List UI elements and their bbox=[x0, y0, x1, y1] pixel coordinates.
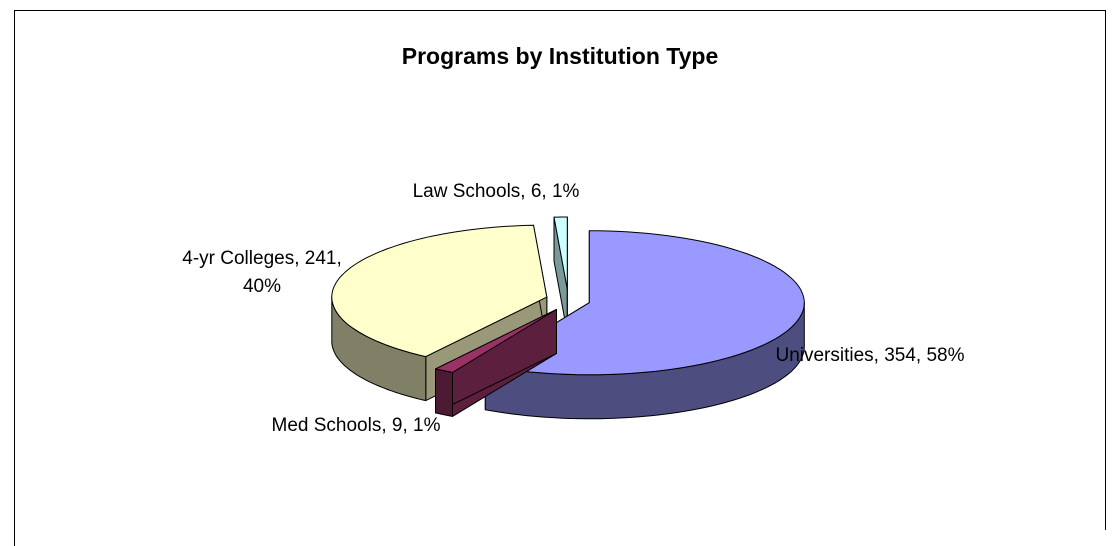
slice bbox=[484, 230, 805, 376]
data-label: 4-yr Colleges, 241, 40% bbox=[182, 248, 342, 297]
slice bbox=[553, 216, 568, 290]
chart-border bbox=[14, 10, 1106, 546]
slice bbox=[331, 224, 548, 358]
slice-side bbox=[435, 368, 453, 417]
data-label: Universities, 354, 58% bbox=[775, 345, 965, 366]
data-label: Med Schools, 9, 1% bbox=[271, 415, 441, 436]
chart-title: Programs by Institution Type bbox=[402, 43, 719, 69]
data-label: Law Schools, 6, 1% bbox=[412, 181, 580, 202]
slice bbox=[435, 308, 557, 373]
